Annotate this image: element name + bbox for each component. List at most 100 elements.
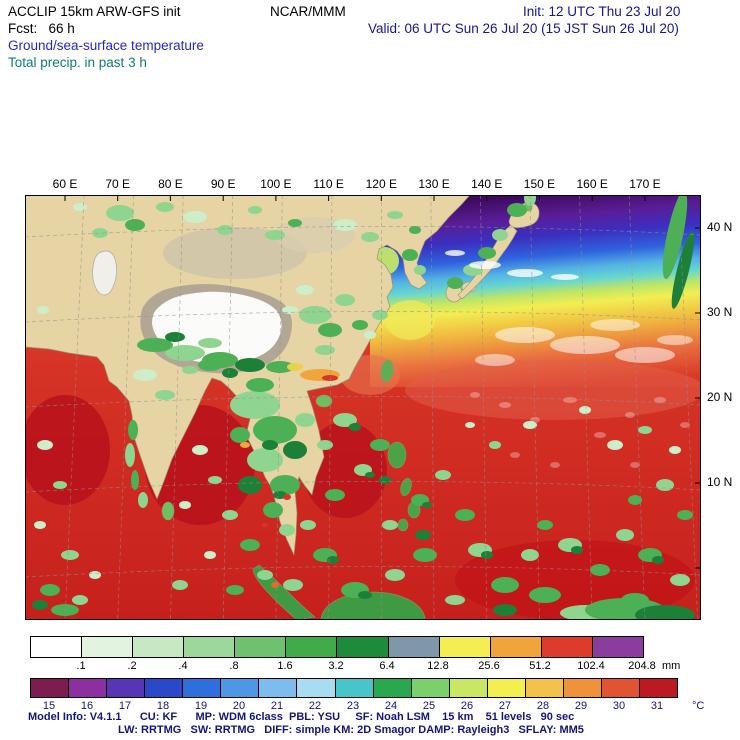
temp-label: 15	[42, 700, 56, 712]
lon-label: 90 E	[210, 177, 236, 191]
lon-label: 160 E	[576, 177, 608, 191]
precip-swatch	[132, 637, 184, 657]
precip-label: .8	[229, 660, 239, 672]
lon-label: 70 E	[105, 177, 131, 191]
precip-label: 6.4	[379, 660, 395, 672]
temp-label: 30	[612, 700, 626, 712]
temp-label: 22	[308, 700, 322, 712]
temp-unit: °C	[692, 700, 705, 712]
precip-label: 25.6	[478, 660, 500, 672]
map-canvas	[20, 190, 705, 649]
temp-swatch	[334, 679, 373, 697]
precip-intense	[32, 231, 695, 625]
forecast-hour: Fcst: 66 h	[8, 21, 75, 36]
temp-label: 24	[384, 700, 398, 712]
temp-swatch	[182, 679, 221, 697]
temp-label: 31	[650, 700, 664, 712]
precip-label: .4	[178, 660, 188, 672]
precip-label: 51.2	[529, 660, 551, 672]
temp-swatch	[106, 679, 145, 697]
precip-swatch	[540, 637, 592, 657]
precip-swatch	[31, 637, 82, 657]
precip-unit: mm	[662, 660, 681, 672]
precip-labels: mm .1 .2 .4 .8 1.6 3.2 6.4 12.8 25.6 51.2 102.4 204…	[30, 660, 680, 673]
temp-label: 29	[574, 700, 588, 712]
temp-swatch	[562, 679, 601, 697]
precip-label: .2	[127, 660, 137, 672]
precip-swatch	[438, 637, 490, 657]
temp-swatch	[296, 679, 335, 697]
temp-colorbar: °C 15 16 17 18 19 20 21 22 23 24 25 26 27 28 29 30 31	[30, 678, 704, 713]
precip-label: .1	[76, 660, 86, 672]
cloud-streaks	[445, 250, 693, 468]
temp-swatch	[410, 679, 449, 697]
temp-label: 16	[80, 700, 94, 712]
precip-extreme	[240, 363, 340, 588]
precip-moderate	[53, 190, 690, 621]
precip-label: 3.2	[328, 660, 344, 672]
center-name: NCAR/MMM	[270, 4, 346, 19]
precip-swatch	[234, 637, 286, 657]
precip-swatch	[336, 637, 388, 657]
precip-label: 204.8	[628, 660, 656, 672]
model-info-line1: Model Info: V4.1.1 CU: KF MP: WDM 6class…	[28, 711, 575, 723]
temp-label: 17	[118, 700, 132, 712]
precip-swatch	[489, 637, 541, 657]
field-label-temperature: Ground/sea-surface temperature	[8, 38, 204, 53]
temp-label: 26	[460, 700, 474, 712]
temp-label: 18	[156, 700, 170, 712]
precip-swatch	[183, 637, 235, 657]
lon-label: 60 E	[52, 177, 78, 191]
field-label-precip: Total precip. in past 3 h	[8, 55, 147, 70]
precip-label: 12.8	[427, 660, 449, 672]
weather-map	[20, 190, 705, 649]
model-info-line2: LW: RRTMG SW: RRTMG DIFF: simple KM: 2D …	[118, 724, 584, 736]
mainland-asia	[24, 194, 471, 557]
temp-label: 23	[346, 700, 360, 712]
lon-label: 120 E	[365, 177, 397, 191]
lat-label: 20 N	[707, 390, 733, 404]
lon-label: 100 E	[260, 177, 292, 191]
temp-swatch	[486, 679, 525, 697]
caspian-sea	[92, 250, 117, 296]
temp-swatch	[220, 679, 259, 697]
temp-label: 19	[194, 700, 208, 712]
lat-label: 30 N	[707, 305, 733, 319]
lat-label: 10 N	[707, 475, 733, 489]
desert-region	[163, 227, 307, 279]
lon-label: 130 E	[418, 177, 450, 191]
temp-swatch	[524, 679, 563, 697]
init-time: Init: 12 UTC Thu 23 Jul 20	[523, 4, 681, 19]
precip-label: 1.6	[277, 660, 293, 672]
temp-swatch	[31, 679, 69, 697]
temp-label: 28	[536, 700, 550, 712]
precip-swatch	[591, 637, 643, 657]
lat-label: 40 N	[707, 220, 733, 234]
temp-label: 27	[498, 700, 512, 712]
precip-heavy	[40, 190, 693, 622]
temp-swatch	[448, 679, 487, 697]
lon-label: 80 E	[158, 177, 183, 191]
temp-swatch	[639, 679, 678, 697]
precip-light	[34, 203, 681, 579]
valid-time: Valid: 06 UTC Sun 26 Jul 20 (15 JST Sun …	[368, 21, 679, 36]
temp-label: 25	[422, 700, 436, 712]
temp-swatch	[600, 679, 639, 697]
precip-label: 102.4	[577, 660, 605, 672]
temp-swatch	[68, 679, 107, 697]
precip-swatch	[81, 637, 133, 657]
model-title: ACCLIP 15km ARW-GFS init	[8, 4, 181, 19]
graticule	[24, 194, 702, 621]
temp-label: 20	[232, 700, 246, 712]
lon-label: 140 E	[471, 177, 503, 191]
temp-labels: °C 15 16 17 18 19 20 21 22 23 24 25 26 27 28 29 30 31	[30, 700, 704, 713]
precip-swatch	[387, 637, 439, 657]
temp-swatch	[258, 679, 297, 697]
temp-swatch	[372, 679, 411, 697]
precip-swatch	[285, 637, 337, 657]
temp-label: 21	[270, 700, 284, 712]
lon-label: 170 E	[629, 177, 661, 191]
temp-cells	[30, 678, 678, 698]
temp-swatch	[144, 679, 183, 697]
precip-cells	[30, 636, 644, 658]
